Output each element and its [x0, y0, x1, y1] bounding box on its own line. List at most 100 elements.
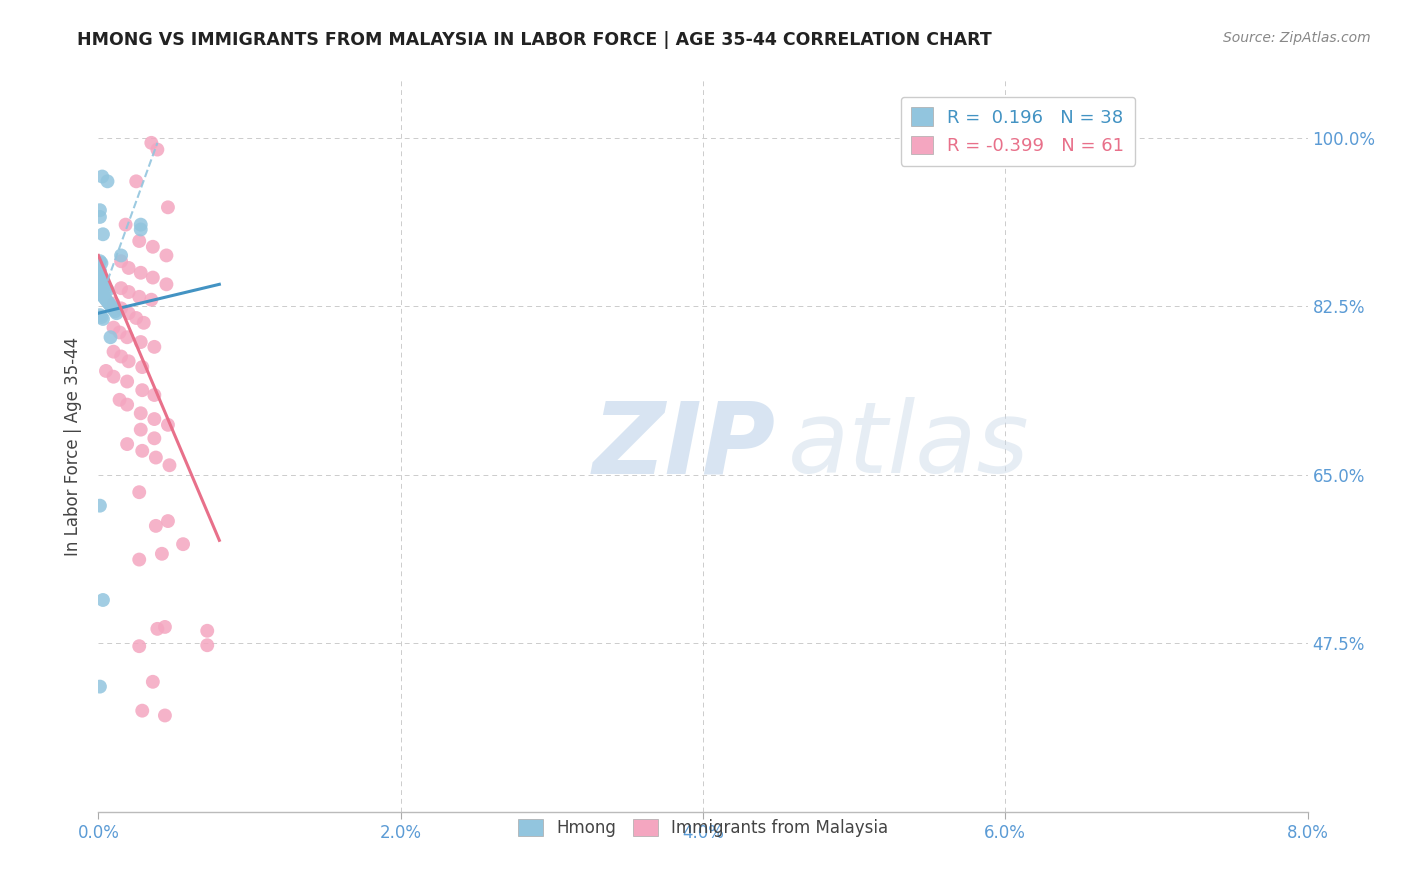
- Point: [156, 417, 179, 432]
- Point: [129, 218, 152, 232]
- Point: [89, 268, 111, 282]
- Point: [103, 302, 125, 317]
- Point: [90, 287, 112, 301]
- Point: [94, 281, 117, 295]
- Point: [142, 240, 165, 254]
- Point: [108, 392, 131, 407]
- Text: Source: ZipAtlas.com: Source: ZipAtlas.com: [1223, 31, 1371, 45]
- Point: [104, 304, 127, 318]
- Point: [115, 330, 138, 344]
- Point: [89, 680, 111, 694]
- Point: [153, 620, 176, 634]
- Point: [115, 375, 138, 389]
- Point: [89, 308, 111, 322]
- Point: [110, 301, 132, 316]
- Point: [103, 344, 125, 359]
- Point: [153, 708, 176, 723]
- Point: [145, 519, 167, 533]
- Point: [89, 273, 111, 287]
- Point: [91, 277, 114, 292]
- Point: [98, 296, 121, 310]
- Point: [90, 256, 112, 270]
- Point: [108, 326, 131, 340]
- Point: [100, 330, 122, 344]
- Point: [89, 203, 111, 218]
- Point: [129, 406, 152, 420]
- Point: [105, 306, 128, 320]
- Point: [114, 218, 136, 232]
- Point: [129, 423, 152, 437]
- Point: [131, 704, 153, 718]
- Point: [110, 254, 132, 268]
- Point: [93, 279, 115, 293]
- Point: [115, 437, 138, 451]
- Point: [110, 350, 132, 364]
- Point: [118, 306, 141, 320]
- Point: [103, 320, 125, 334]
- Point: [125, 174, 148, 188]
- Point: [91, 312, 114, 326]
- Point: [141, 136, 163, 150]
- Point: [91, 289, 114, 303]
- Point: [103, 296, 125, 310]
- Point: [89, 269, 111, 284]
- Y-axis label: In Labor Force | Age 35-44: In Labor Force | Age 35-44: [65, 336, 83, 556]
- Point: [142, 270, 165, 285]
- Point: [128, 552, 150, 566]
- Point: [90, 310, 112, 324]
- Point: [91, 593, 114, 607]
- Point: [131, 383, 153, 397]
- Point: [146, 622, 169, 636]
- Point: [128, 639, 150, 653]
- Point: [195, 624, 218, 638]
- Point: [143, 340, 166, 354]
- Point: [96, 294, 118, 309]
- Point: [89, 210, 111, 224]
- Point: [96, 283, 118, 297]
- Point: [132, 316, 155, 330]
- Point: [89, 285, 111, 299]
- Point: [115, 398, 138, 412]
- Point: [143, 388, 166, 402]
- Point: [156, 514, 179, 528]
- Point: [103, 369, 125, 384]
- Point: [143, 412, 166, 426]
- Text: atlas: atlas: [787, 398, 1029, 494]
- Legend: Hmong, Immigrants from Malaysia: Hmong, Immigrants from Malaysia: [512, 812, 894, 844]
- Point: [125, 310, 148, 325]
- Point: [89, 264, 111, 278]
- Point: [93, 291, 115, 305]
- Point: [100, 298, 122, 312]
- Point: [129, 266, 152, 280]
- Point: [94, 293, 117, 307]
- Point: [195, 638, 218, 652]
- Point: [128, 234, 150, 248]
- Point: [146, 143, 169, 157]
- Point: [94, 364, 117, 378]
- Point: [118, 354, 141, 368]
- Point: [91, 227, 114, 242]
- Text: HMONG VS IMMIGRANTS FROM MALAYSIA IN LABOR FORCE | AGE 35-44 CORRELATION CHART: HMONG VS IMMIGRANTS FROM MALAYSIA IN LAB…: [77, 31, 993, 49]
- Point: [91, 169, 114, 184]
- Point: [118, 260, 141, 275]
- Point: [150, 547, 173, 561]
- Point: [129, 334, 152, 349]
- Point: [101, 301, 124, 315]
- Point: [118, 285, 141, 299]
- Point: [142, 674, 165, 689]
- Point: [155, 248, 177, 262]
- Point: [156, 200, 179, 214]
- Point: [172, 537, 194, 551]
- Point: [110, 281, 132, 295]
- Point: [128, 290, 150, 304]
- Point: [159, 458, 181, 473]
- Point: [89, 499, 111, 513]
- Point: [155, 277, 177, 292]
- Point: [89, 254, 111, 268]
- Point: [131, 360, 153, 375]
- Point: [96, 174, 118, 188]
- Point: [131, 443, 153, 458]
- Text: ZIP: ZIP: [592, 398, 776, 494]
- Point: [129, 222, 152, 236]
- Point: [110, 248, 132, 262]
